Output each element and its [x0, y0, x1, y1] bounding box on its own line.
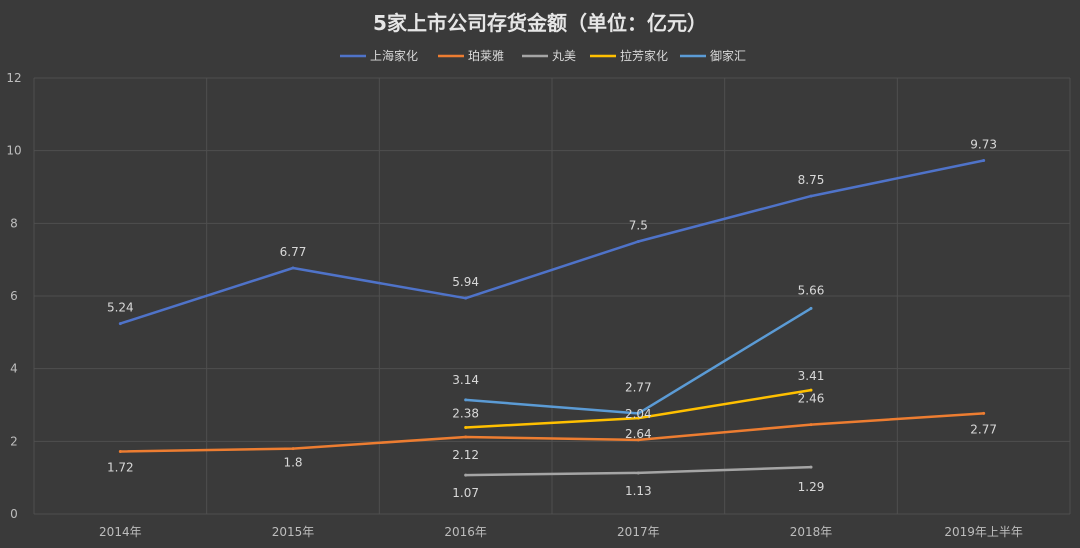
- data-point: [464, 473, 468, 477]
- data-point: [636, 411, 640, 415]
- data-label: 2.04: [625, 407, 652, 421]
- data-point: [809, 465, 813, 469]
- x-axis: 2014年 2015年 2016年 2017年 2018年 2019年上半年: [99, 525, 1023, 539]
- x-tick-label: 2019年上半年: [944, 525, 1023, 539]
- x-tick-label: 2016年: [444, 525, 487, 539]
- series-line: [119, 159, 984, 325]
- data-point: [809, 423, 813, 427]
- y-axis: 0 2 4 6 8 10 12: [6, 71, 21, 521]
- y-tick-label: 0: [10, 507, 18, 521]
- data-point: [809, 194, 813, 198]
- data-point: [809, 306, 813, 310]
- data-label: 2.46: [798, 392, 825, 406]
- data-point: [291, 266, 295, 270]
- x-tick-label: 2018年: [790, 525, 833, 539]
- data-point: [464, 398, 468, 402]
- data-label: 2.64: [625, 427, 652, 441]
- data-point: [118, 450, 122, 454]
- chart-title: 5家上市公司存货金额（单位：亿元）: [373, 11, 707, 35]
- data-label: 5.66: [798, 283, 825, 297]
- data-point: [809, 388, 813, 392]
- data-point: [636, 240, 640, 243]
- legend-label: 拉芳家化: [620, 48, 668, 63]
- data-point: [636, 416, 640, 420]
- legend-item: 珀莱雅: [438, 48, 504, 63]
- legend-item: 上海家化: [340, 48, 418, 63]
- y-tick-label: 4: [10, 362, 18, 376]
- y-tick-label: 12: [6, 71, 21, 85]
- data-point: [118, 322, 122, 326]
- data-label: 6.77: [280, 245, 307, 259]
- series-group: [118, 158, 986, 477]
- x-tick-label: 2014年: [99, 525, 142, 539]
- legend-label: 御家汇: [710, 48, 746, 63]
- data-label: 1.07: [452, 486, 479, 500]
- data-label: 1.72: [107, 461, 134, 475]
- data-label: 9.73: [970, 137, 997, 151]
- data-point: [464, 426, 468, 430]
- data-point: [464, 296, 468, 300]
- data-point: [291, 447, 295, 451]
- legend-label: 丸美: [552, 49, 576, 63]
- legend-item: 拉芳家化: [590, 48, 668, 63]
- legend-label: 上海家化: [370, 48, 418, 63]
- x-tick-label: 2015年: [272, 525, 315, 539]
- data-label: 2.12: [452, 448, 479, 462]
- data-point: [464, 435, 468, 439]
- data-point: [636, 471, 640, 475]
- legend-item: 御家汇: [680, 48, 746, 63]
- legend-item: 丸美: [522, 49, 576, 63]
- data-label: 3.14: [452, 373, 479, 387]
- data-label: 8.75: [798, 173, 825, 187]
- data-label: 1.8: [283, 456, 302, 470]
- data-labels: 5.24 6.77 5.94 7.5 8.75 9.73 1.72 1.8 2.12 2.04 2.…: [107, 137, 997, 500]
- data-label: 3.41: [798, 369, 825, 383]
- legend: 上海家化 珀莱雅 丸美 拉芳家化 御家汇: [340, 48, 746, 63]
- data-label: 5.94: [452, 275, 479, 289]
- grid: [33, 77, 1071, 515]
- data-point: [636, 438, 640, 442]
- y-tick-label: 2: [10, 434, 18, 448]
- legend-label: 珀莱雅: [468, 48, 504, 63]
- data-label: 2.77: [625, 380, 652, 394]
- y-tick-label: 10: [6, 144, 21, 158]
- data-label: 5.24: [107, 301, 134, 315]
- y-tick-label: 6: [10, 289, 18, 303]
- data-point: [982, 411, 986, 415]
- data-label: 1.29: [798, 480, 825, 494]
- data-label: 7.5: [629, 219, 648, 233]
- data-label: 2.77: [970, 422, 997, 436]
- data-point: [982, 158, 986, 162]
- y-tick-label: 8: [10, 216, 18, 230]
- series-line: [120, 412, 984, 453]
- x-tick-label: 2017年: [617, 525, 660, 539]
- data-label: 2.38: [452, 407, 479, 421]
- data-label: 1.13: [625, 484, 652, 498]
